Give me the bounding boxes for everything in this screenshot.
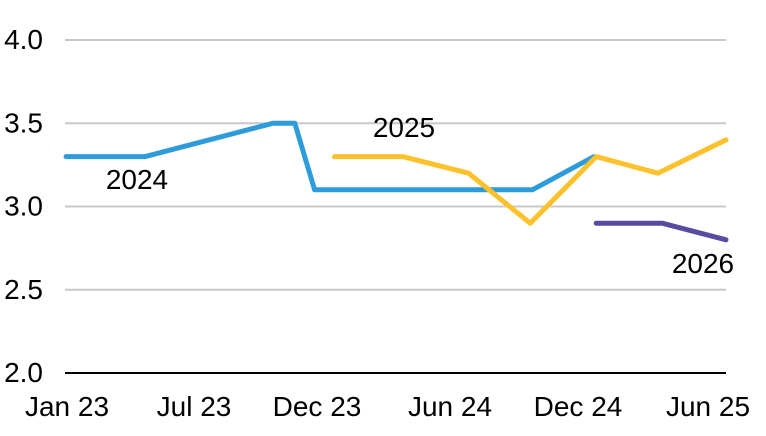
series-2025-line [331, 137, 729, 226]
y-tick-label: 2.0 [4, 357, 43, 388]
x-tick-label: Jan 23 [25, 391, 109, 422]
x-tick-label: Dec 23 [273, 391, 362, 422]
series-label-2026: 2026 [672, 248, 734, 279]
x-tick-label: Jun 24 [408, 391, 492, 422]
y-tick-label: 4.0 [4, 24, 43, 55]
series-2024-line [63, 120, 597, 193]
series-label-2025: 2025 [373, 112, 435, 143]
series-2026-line [593, 220, 729, 243]
y-tick-label: 3.0 [4, 191, 43, 222]
x-tick-label: Jul 23 [157, 391, 232, 422]
y-tick-label: 3.5 [4, 107, 43, 138]
y-tick-label: 2.5 [4, 274, 43, 305]
series-label-2024: 2024 [106, 164, 168, 195]
x-tick-label: Dec 24 [534, 391, 623, 422]
x-tick-label: Jun 25 [666, 391, 750, 422]
